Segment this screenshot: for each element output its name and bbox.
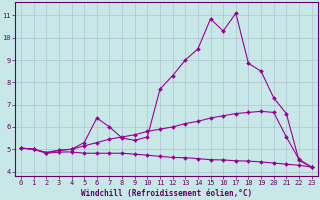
X-axis label: Windchill (Refroidissement éolien,°C): Windchill (Refroidissement éolien,°C) <box>81 189 252 198</box>
